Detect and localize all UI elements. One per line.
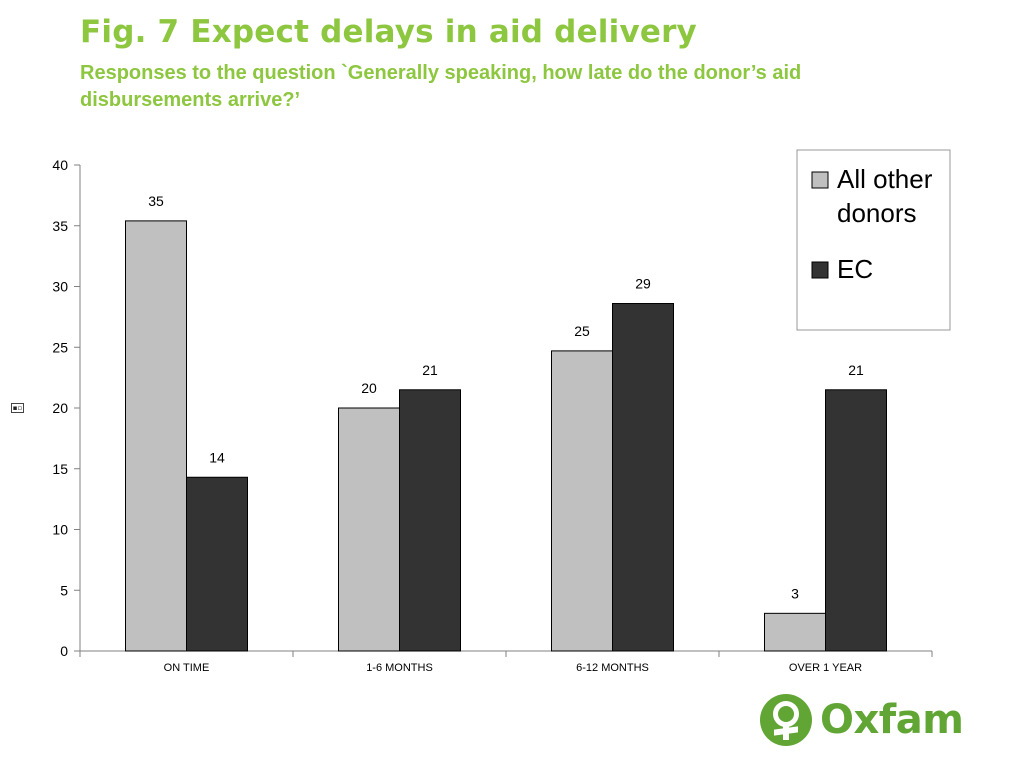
oxfam-logo: Oxfam <box>760 692 964 748</box>
bar-data-label: 20 <box>361 380 377 396</box>
y-tick-label: 0 <box>60 643 68 659</box>
chart-title: Fig. 7 Expect delays in aid delivery <box>80 14 697 50</box>
legend-label-ec: EC <box>837 254 873 284</box>
y-tick-label: 25 <box>52 339 68 355</box>
y-tick-label: 20 <box>52 400 68 416</box>
bar-data-label: 3 <box>791 585 799 601</box>
bar-data-label: 21 <box>422 362 438 378</box>
y-tick-label: 35 <box>52 218 68 234</box>
bar <box>338 407 400 652</box>
bar <box>825 389 887 652</box>
y-tick-label: 10 <box>52 522 68 538</box>
x-category-label: ON TIME <box>164 662 210 674</box>
bar-data-label: 21 <box>848 362 864 378</box>
x-category-label: OVER 1 YEAR <box>789 662 862 674</box>
chart-object-icon: ▪▫ <box>11 403 24 413</box>
y-tick-label: 15 <box>52 461 68 477</box>
chart-bars: 35 14 20 21 25 29 3 21 <box>125 193 887 652</box>
y-tick-label: 5 <box>60 582 68 598</box>
bar <box>551 350 613 652</box>
bar <box>125 220 187 652</box>
bar <box>612 303 674 652</box>
x-category-label: 6-12 MONTHS <box>576 662 649 674</box>
y-tick-label: 40 <box>52 157 68 173</box>
bar-data-label: 14 <box>209 449 225 465</box>
oxfam-logo-text: Oxfam <box>820 697 964 743</box>
chart-legend: All other donors EC <box>796 149 951 331</box>
bar-data-label: 35 <box>148 193 164 209</box>
y-tick-label: 30 <box>52 279 68 295</box>
x-category-label: 1-6 MONTHS <box>366 662 433 674</box>
legend-swatch-all-other-donors <box>811 171 829 189</box>
oxfam-logo-icon <box>760 694 812 746</box>
bar-data-label: 29 <box>635 276 651 292</box>
chart-axes: 0 5 10 15 20 25 30 35 40 ON TIME 1-6 MONTHS 6-12 MO… <box>52 157 933 674</box>
chart-subtitle: Responses to the question `Generally spe… <box>80 62 802 111</box>
legend-swatch-ec <box>811 261 829 279</box>
legend-label-all-other-donors: All other donors <box>837 164 933 228</box>
bar <box>186 476 248 652</box>
bar <box>399 389 461 652</box>
bar <box>764 612 826 652</box>
bar-data-label: 25 <box>574 323 590 339</box>
